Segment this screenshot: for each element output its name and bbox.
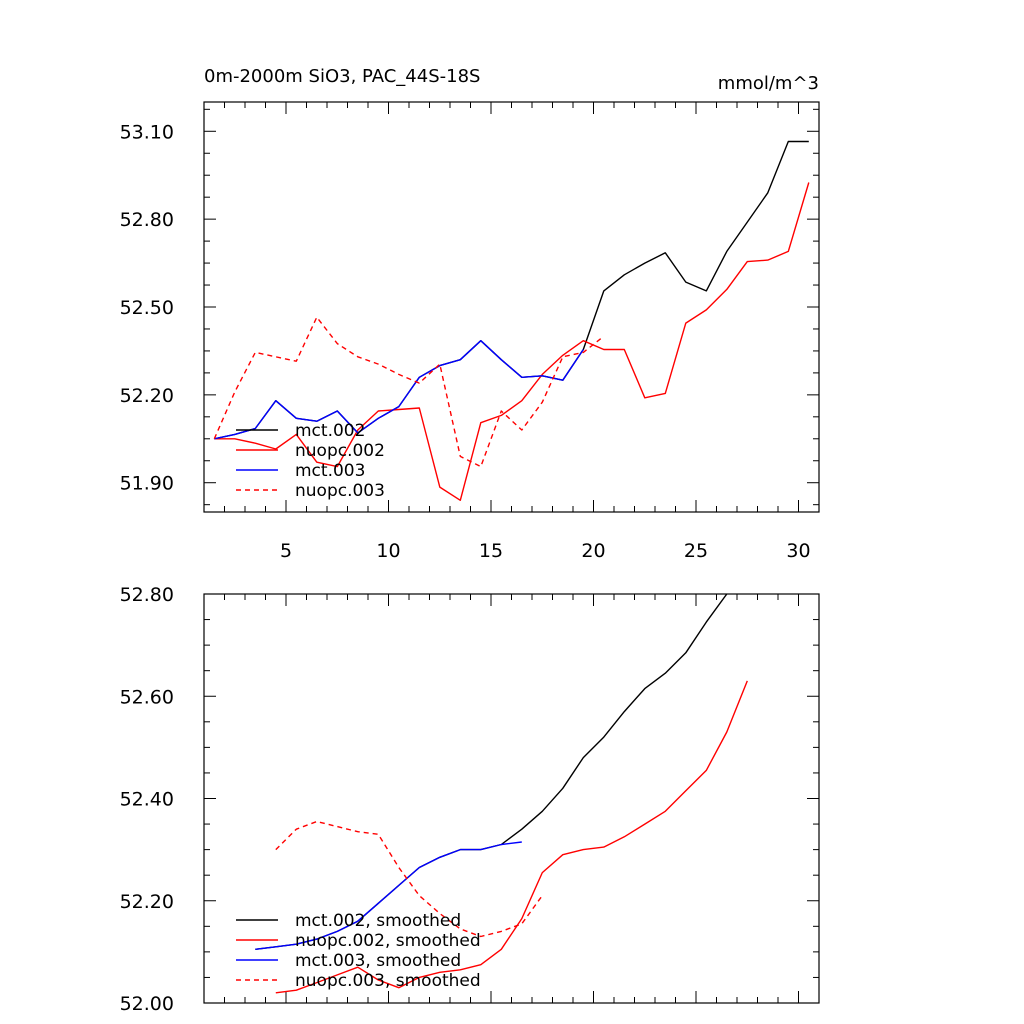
series-line-mct-002 <box>214 140 809 440</box>
y-tick-label: 52.20 <box>120 891 174 913</box>
series-line-mct-002-smoothed <box>255 594 728 950</box>
series-line-mct-003-smoothed <box>255 841 522 950</box>
series-line-nuopc-003-smoothed <box>275 820 543 938</box>
legend-label: mct.003, smoothed <box>295 951 461 971</box>
bottom-panel: 52.00 52.20 52.40 52.60 52.80 mct.002, smooth… <box>120 584 820 1015</box>
series-line-mct-003 <box>214 340 584 440</box>
x-tick-label: 20 <box>581 540 605 562</box>
series-line-nuopc-002-smoothed <box>275 680 748 994</box>
y-tick-label: 52.60 <box>120 686 174 708</box>
x-tick-label: 10 <box>376 540 400 562</box>
y-tick-label: 52.80 <box>120 584 174 606</box>
x-tick-label: 25 <box>684 540 708 562</box>
legend-label: nuopc.003 <box>295 481 385 501</box>
x-tick-label: 30 <box>786 540 810 562</box>
x-tick-label: 5 <box>280 540 292 562</box>
y-tick-label: 52.80 <box>120 209 174 231</box>
legend-label: nuopc.002, smoothed <box>295 931 481 951</box>
y-tick-label: 52.20 <box>120 385 174 407</box>
y-tick-label: 51.90 <box>120 473 174 495</box>
top-panel: 5 10 15 20 25 30 51.90 52.20 52.50 52.80 53.10 0m-2… <box>120 66 820 562</box>
units-label: mmol/m^3 <box>718 73 819 94</box>
legend-label: nuopc.002 <box>295 441 385 461</box>
y-tick-label: 53.10 <box>120 121 174 143</box>
series-line-nuopc-002 <box>214 182 810 501</box>
x-tick-label: 15 <box>479 540 503 562</box>
y-tick-label: 52.50 <box>120 297 174 319</box>
chart-title: 0m-2000m SiO3, PAC_44S-18S <box>204 66 480 87</box>
y-tick-label: 52.40 <box>120 789 174 811</box>
legend-label: mct.002, smoothed <box>295 911 461 931</box>
legend-label: mct.003 <box>295 461 365 481</box>
legend-label: mct.002 <box>295 421 365 441</box>
series-line-nuopc-003 <box>213 316 605 468</box>
y-tick-label: 52.00 <box>120 993 174 1015</box>
legend-label: nuopc.003, smoothed <box>295 971 481 991</box>
